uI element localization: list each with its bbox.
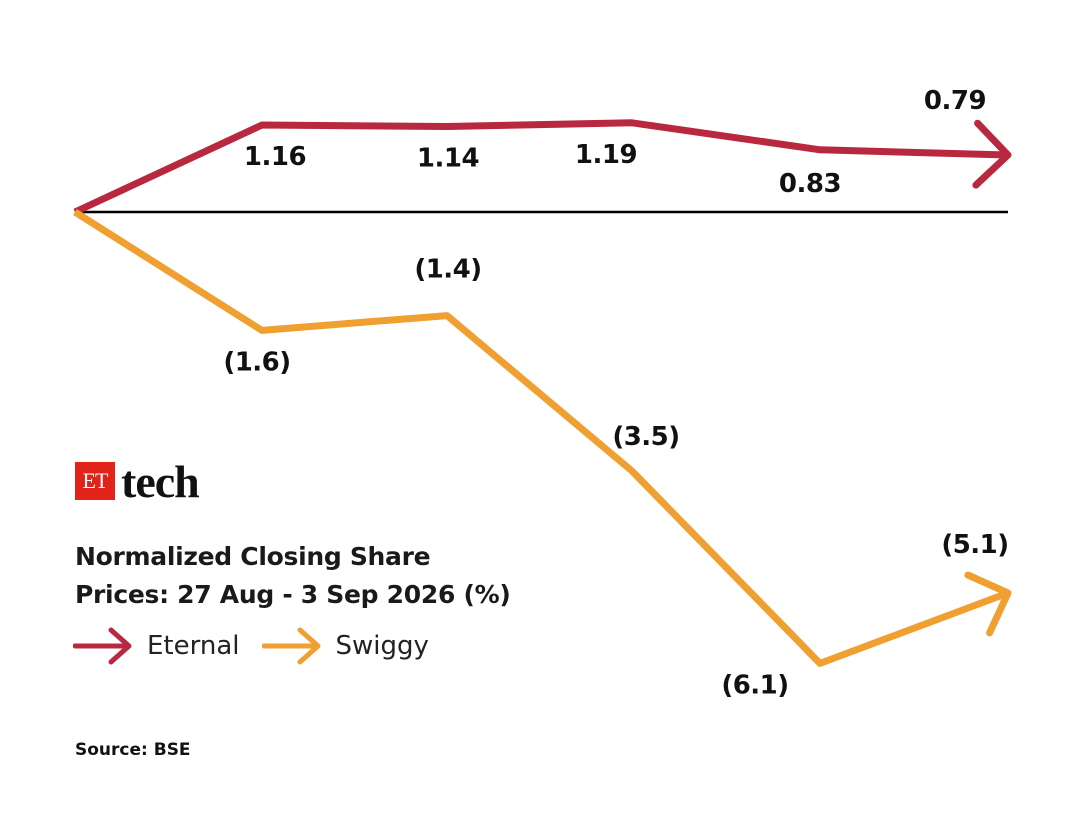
series-arrowhead-swiggy [964,571,1012,637]
series-line-eternal [73,119,1009,216]
series-arrowhead-eternal [972,119,1012,189]
legend-item-swiggy: Swiggy [261,624,429,668]
data-label-eternal-3: 1.19 [575,140,637,170]
series-line-swiggy [73,209,1010,667]
data-label-eternal-2: 1.14 [417,144,479,174]
data-label-swiggy-1: (1.6) [223,347,290,377]
data-label-swiggy-3: (3.5) [612,422,679,452]
legend-arrow-swiggy-icon [261,627,320,665]
legend-label-swiggy: Swiggy [335,631,429,661]
data-label-eternal-4: 0.83 [779,169,841,199]
data-label-swiggy-4: (6.1) [721,670,788,700]
data-label-swiggy-5: (5.1) [941,530,1008,560]
data-label-swiggy-2: (1.4) [414,255,481,285]
source-note: Source: BSE [75,740,191,760]
chart-title: Normalized Closing Share Prices: 27 Aug … [75,542,511,609]
logo-tech-word: tech [121,456,200,507]
legend-item-eternal: Eternal [73,624,240,668]
logo-et-box: ET [75,462,115,500]
data-label-eternal-1: 1.16 [244,142,306,172]
legend-arrow-eternal-icon [73,627,132,665]
et-tech-logo: ET tech [75,456,200,507]
data-label-eternal-5: 0.79 [924,86,986,116]
legend-label-eternal: Eternal [147,631,240,661]
legend: Eternal Swiggy [73,624,451,668]
